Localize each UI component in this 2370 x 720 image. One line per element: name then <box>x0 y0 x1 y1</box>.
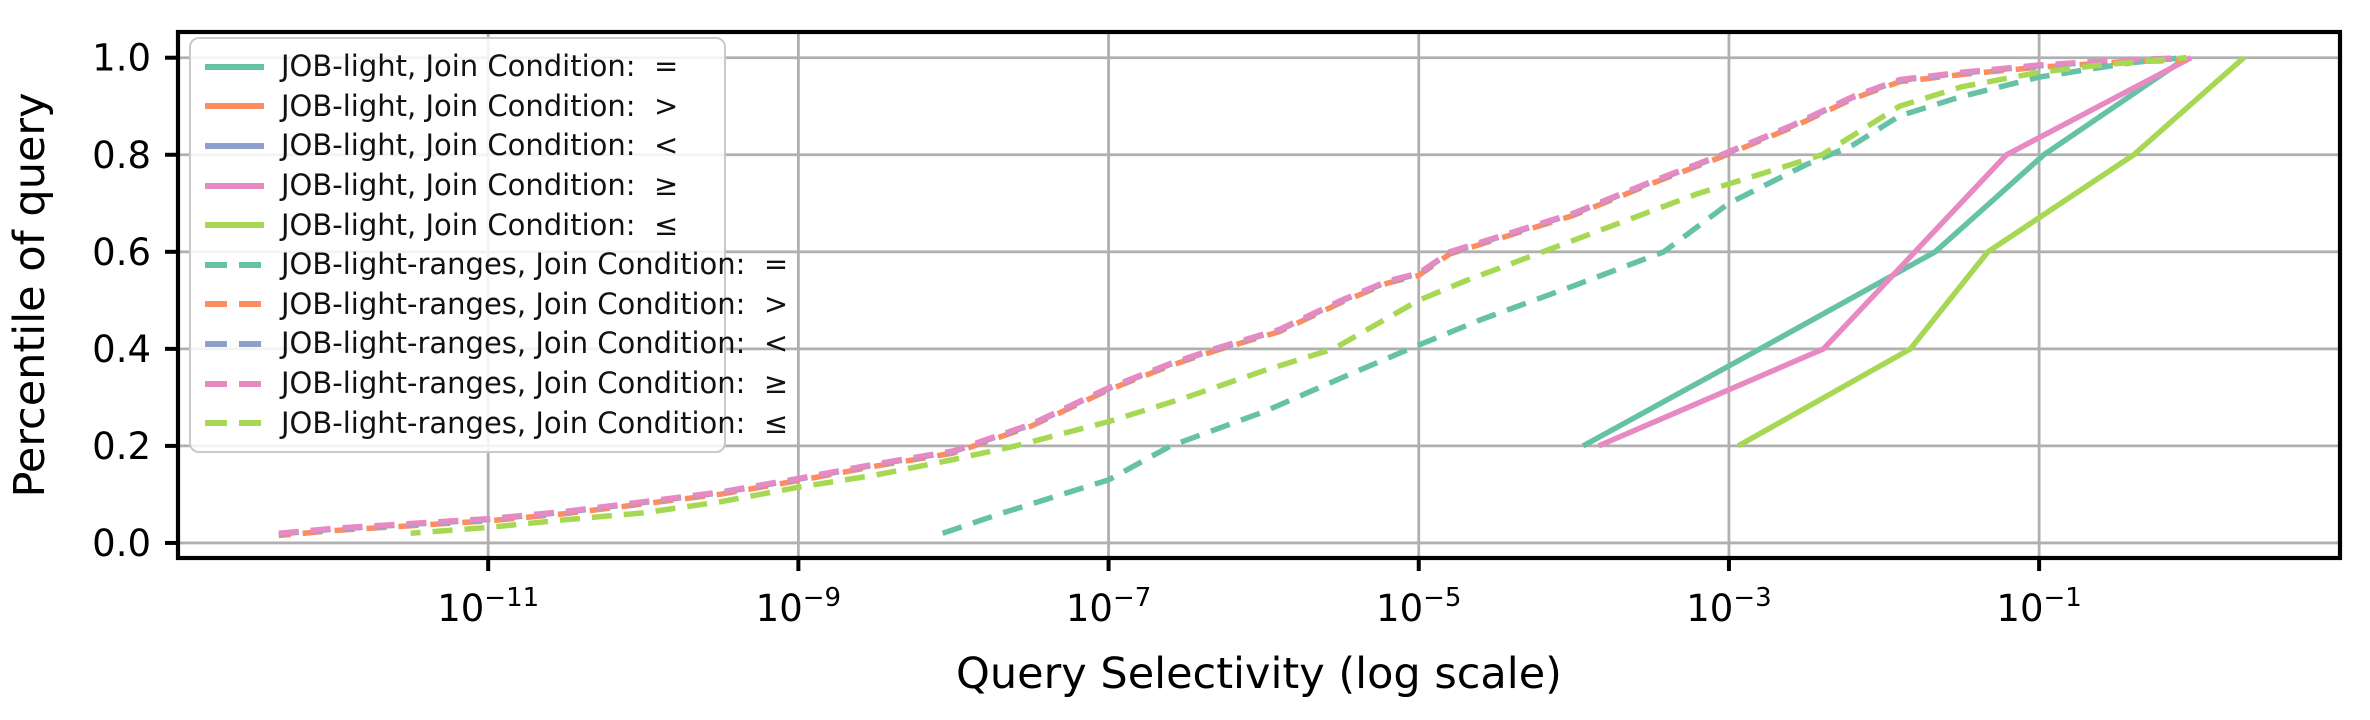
legend-item-job-light-gt: JOB-light, Join Condition: > <box>205 87 714 127</box>
legend-line-sample-job-light-ranges-gt <box>205 301 264 308</box>
y-tick-label: 0.0 <box>92 522 151 565</box>
legend-label: JOB-light-ranges, Join Condition: = <box>281 247 789 282</box>
series-line-job-light-ranges-leq <box>410 54 2187 537</box>
y-tick-label: 0.4 <box>92 328 151 371</box>
y-axis-label: Percentile of query <box>5 92 55 497</box>
legend-item-job-light-ranges-gt: JOB-light-ranges, Join Condition: > <box>205 285 788 325</box>
legend-line-sample-job-light-eq <box>205 63 264 70</box>
legend-line-sample-job-light-leq <box>205 222 264 229</box>
x-tick-label: 10−1 <box>1996 583 2081 630</box>
legend-item-job-light-eq: JOB-light, Join Condition: = <box>205 47 714 87</box>
axes-spines <box>175 29 2343 561</box>
series-line-job-light-ranges-eq <box>941 54 2184 536</box>
series-line-job-light-ranges-geq <box>278 54 2187 537</box>
legend-line-sample-job-light-lt <box>205 142 264 149</box>
y-tick-label: 0.8 <box>92 134 151 177</box>
legend-item-job-light-geq: JOB-light, Join Condition: ≥ <box>205 166 714 206</box>
legend-label: JOB-light-ranges, Join Condition: ≤ <box>281 405 789 440</box>
legend-label: JOB-light, Join Condition: ≥ <box>281 168 679 203</box>
y-tick-label: 0.6 <box>92 231 151 274</box>
legend-line-sample-job-light-ranges-leq <box>205 420 264 427</box>
x-axis-label: Query Selectivity (log scale) <box>956 649 1562 699</box>
legend-item-job-light-ranges-geq: JOB-light-ranges, Join Condition: ≥ <box>205 364 788 404</box>
legend-label: JOB-light, Join Condition: ≤ <box>281 207 679 242</box>
legend-label: JOB-light, Join Condition: > <box>281 88 679 123</box>
legend-line-sample-job-light-ranges-geq <box>205 380 264 387</box>
legend-label: JOB-light, Join Condition: < <box>281 128 679 163</box>
legend-line-sample-job-light-geq <box>205 182 264 189</box>
legend-item-job-light-lt: JOB-light, Join Condition: < <box>205 126 714 166</box>
legend: JOB-light, Join Condition: = JOB-light, J… <box>189 37 788 453</box>
series-line-job-light-geq <box>1597 55 2193 449</box>
legend-line-sample-job-light-ranges-lt <box>205 340 264 347</box>
series-line-job-light-leq <box>1736 55 2246 449</box>
legend-item-job-light-ranges-eq: JOB-light-ranges, Join Condition: = <box>205 245 788 285</box>
y-tick-label: 0.2 <box>92 425 151 468</box>
legend-item-job-light-leq: JOB-light, Join Condition: ≤ <box>205 205 714 245</box>
y-tick-label: 1.0 <box>92 37 151 80</box>
legend-label: JOB-light-ranges, Join Condition: > <box>281 286 789 321</box>
x-tick-label: 10−11 <box>437 583 539 630</box>
series-line-job-light-eq <box>1581 55 2189 449</box>
legend-label: JOB-light-ranges, Join Condition: < <box>281 326 789 361</box>
x-tick-label: 10−9 <box>756 583 841 630</box>
legend-line-sample-job-light-ranges-eq <box>205 261 264 268</box>
legend-label: JOB-light-ranges, Join Condition: ≥ <box>281 366 789 401</box>
x-tick-label: 10−5 <box>1376 583 1461 630</box>
legend-label: JOB-light, Join Condition: = <box>281 49 679 84</box>
x-tick-label: 10−7 <box>1066 583 1151 630</box>
x-tick-label: 10−3 <box>1686 583 1771 630</box>
legend-item-job-light-ranges-lt: JOB-light-ranges, Join Condition: < <box>205 324 788 364</box>
legend-line-sample-job-light-gt <box>205 103 264 110</box>
legend-item-job-light-ranges-leq: JOB-light-ranges, Join Condition: ≤ <box>205 403 788 443</box>
